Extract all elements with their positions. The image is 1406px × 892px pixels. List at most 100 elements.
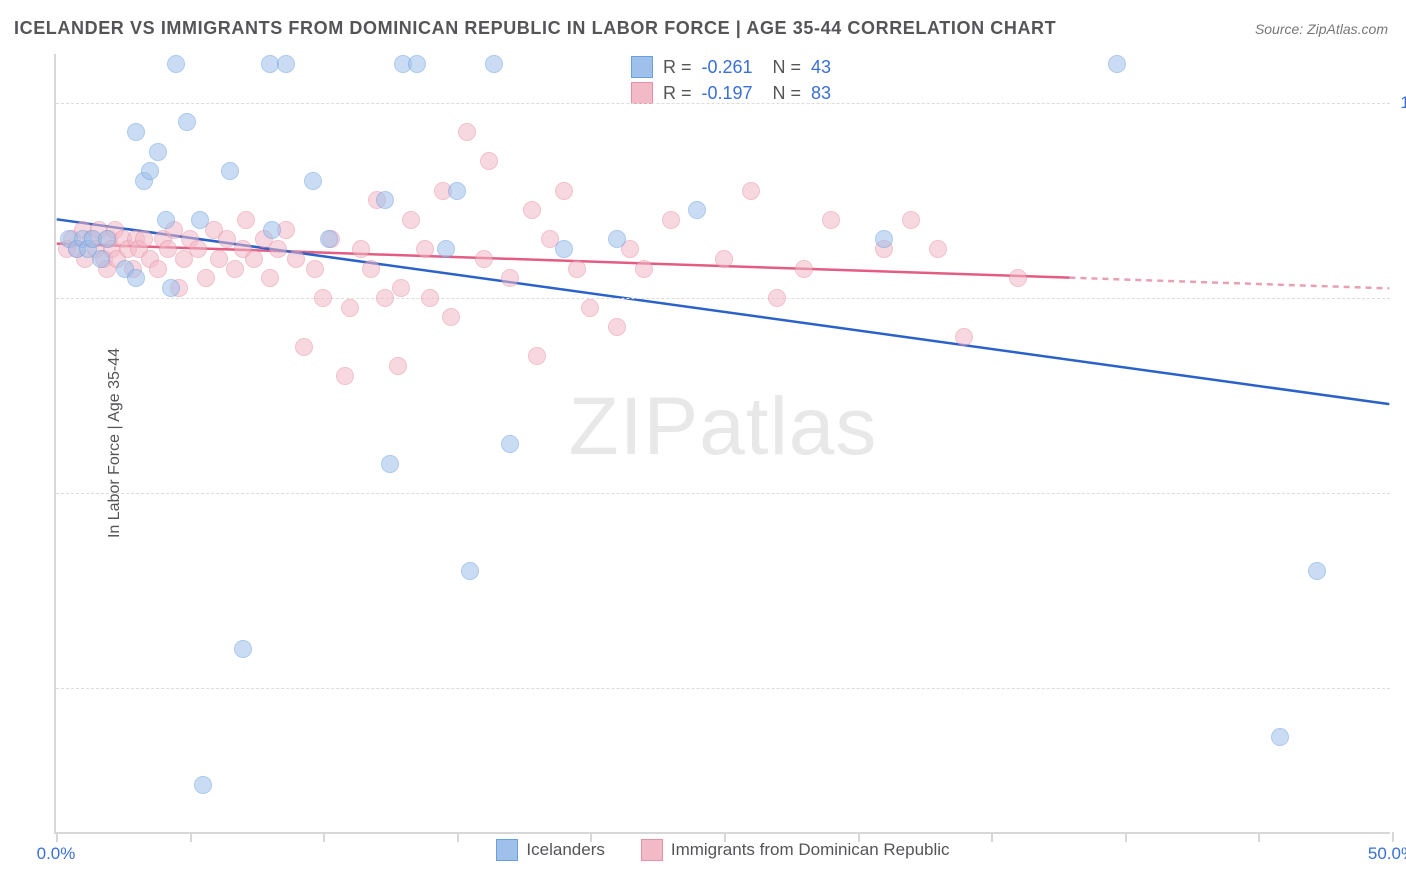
data-point: [167, 55, 185, 73]
data-point: [608, 230, 626, 248]
data-point: [135, 230, 153, 248]
x-tick: [56, 832, 58, 842]
data-point: [480, 152, 498, 170]
chart-title: ICELANDER VS IMMIGRANTS FROM DOMINICAN R…: [14, 18, 1056, 39]
watermark: ZIPatlas: [569, 380, 878, 474]
source-attribution: Source: ZipAtlas.com: [1255, 21, 1388, 37]
correlation-legend: R = -0.261 N = 43R = -0.197 N = 83: [623, 54, 839, 106]
data-point: [448, 182, 466, 200]
data-point: [416, 240, 434, 258]
scatter-plot-area: In Labor Force | Age 35-44 ZIPatlas R = …: [54, 54, 1390, 834]
data-point: [715, 250, 733, 268]
data-point: [362, 260, 380, 278]
legend-label: Icelanders: [526, 840, 604, 860]
data-point: [555, 240, 573, 258]
x-tick-label: 0.0%: [37, 844, 76, 864]
x-tick: [457, 832, 459, 842]
data-point: [929, 240, 947, 258]
data-point: [822, 211, 840, 229]
data-point: [352, 240, 370, 258]
trend-lines-layer: [56, 54, 1390, 832]
data-point: [194, 776, 212, 794]
data-point: [581, 299, 599, 317]
data-point: [189, 240, 207, 258]
data-point: [1271, 728, 1289, 746]
data-point: [261, 269, 279, 287]
data-point: [662, 211, 680, 229]
x-tick: [858, 832, 860, 842]
data-point: [210, 250, 228, 268]
data-point: [608, 318, 626, 336]
legend-swatch: [631, 56, 653, 78]
data-point: [191, 211, 209, 229]
data-point: [795, 260, 813, 278]
data-point: [341, 299, 359, 317]
x-tick-label: 50.0%: [1368, 844, 1406, 864]
data-point: [159, 240, 177, 258]
data-point: [277, 55, 295, 73]
legend-item: Immigrants from Dominican Republic: [641, 839, 950, 861]
data-point: [1308, 562, 1326, 580]
data-point: [568, 260, 586, 278]
gridline: [56, 493, 1390, 494]
data-point: [501, 269, 519, 287]
data-point: [381, 455, 399, 473]
data-point: [523, 201, 541, 219]
data-point: [218, 230, 236, 248]
data-point: [336, 367, 354, 385]
data-point: [127, 269, 145, 287]
data-point: [149, 143, 167, 161]
data-point: [458, 123, 476, 141]
data-point: [1009, 269, 1027, 287]
data-point: [442, 308, 460, 326]
data-point: [501, 435, 519, 453]
data-point: [437, 240, 455, 258]
legend-swatch: [496, 839, 518, 861]
data-point: [234, 640, 252, 658]
x-tick: [1258, 832, 1260, 842]
data-point: [1108, 55, 1126, 73]
legend-r-label: R =: [663, 83, 692, 104]
gridline: [56, 298, 1390, 299]
data-point: [768, 289, 786, 307]
data-point: [528, 347, 546, 365]
data-point: [688, 201, 706, 219]
legend-r-label: R =: [663, 57, 692, 78]
data-point: [295, 338, 313, 356]
data-point: [306, 260, 324, 278]
legend-n-label: N =: [763, 83, 802, 104]
legend-swatch: [641, 839, 663, 861]
x-tick: [724, 832, 726, 842]
data-point: [555, 182, 573, 200]
data-point: [902, 211, 920, 229]
data-point: [263, 221, 281, 239]
data-point: [408, 55, 426, 73]
data-point: [955, 328, 973, 346]
data-point: [304, 172, 322, 190]
legend-label: Immigrants from Dominican Republic: [671, 840, 950, 860]
x-tick: [991, 832, 993, 842]
data-point: [635, 260, 653, 278]
y-tick-label: 100.0%: [1400, 93, 1406, 113]
data-point: [162, 279, 180, 297]
data-point: [475, 250, 493, 268]
data-point: [392, 279, 410, 297]
data-point: [389, 357, 407, 375]
legend-r-value: -0.261: [701, 57, 752, 78]
data-point: [237, 211, 255, 229]
gridline: [56, 103, 1390, 104]
data-point: [269, 240, 287, 258]
data-point: [421, 289, 439, 307]
x-tick: [323, 832, 325, 842]
x-tick: [190, 832, 192, 842]
data-point: [178, 113, 196, 131]
data-point: [98, 230, 116, 248]
data-point: [461, 562, 479, 580]
legend-r-value: -0.197: [701, 83, 752, 104]
data-point: [314, 289, 332, 307]
x-tick: [590, 832, 592, 842]
legend-n-label: N =: [763, 57, 802, 78]
gridline: [56, 688, 1390, 689]
legend-swatch: [631, 82, 653, 104]
data-point: [226, 260, 244, 278]
